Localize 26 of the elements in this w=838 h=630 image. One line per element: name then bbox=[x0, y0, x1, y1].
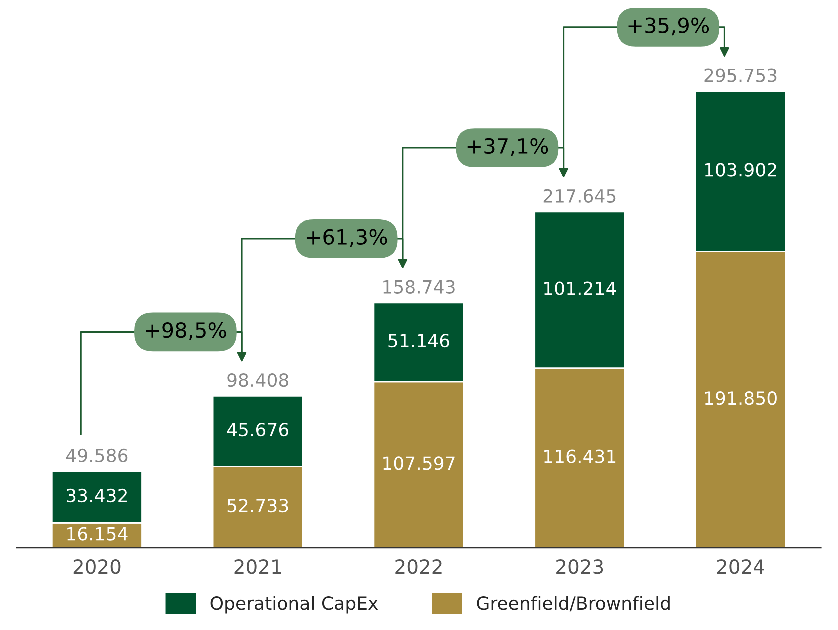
legend-label: Greenfield/Brownfield bbox=[477, 596, 670, 612]
total-label: 98.408 bbox=[228, 373, 288, 388]
x-tick-label: 2021 bbox=[234, 560, 282, 574]
x-tick-label: 2023 bbox=[556, 560, 604, 574]
total-label: 49.586 bbox=[66, 448, 128, 463]
annotation: +61,3% bbox=[306, 229, 388, 248]
legend-label: Operational CapEx bbox=[210, 596, 378, 614]
total-label: 295.753 bbox=[704, 68, 777, 82]
data-label: 52.733 bbox=[228, 498, 288, 513]
data-label: 101.214 bbox=[544, 282, 616, 296]
x-tick-label: 2024 bbox=[717, 560, 764, 574]
data-label: 45.676 bbox=[227, 422, 289, 437]
x-tick-label: 2022 bbox=[396, 560, 442, 574]
data-label: 103.902 bbox=[705, 163, 776, 177]
data-label: 51.146 bbox=[388, 334, 450, 348]
annotation: +37,1% bbox=[468, 138, 548, 156]
total-label: 158.743 bbox=[384, 280, 455, 294]
data-label: 116.431 bbox=[544, 450, 616, 464]
data-label: 33.432 bbox=[66, 488, 127, 503]
annotation: +98,5% bbox=[146, 322, 226, 340]
data-label: 16.154 bbox=[68, 527, 128, 541]
x-tick-label: 2020 bbox=[74, 560, 121, 574]
total-label: 217.645 bbox=[544, 189, 616, 203]
data-label: 191.850 bbox=[705, 392, 777, 406]
text: +35,9% bbox=[628, 18, 710, 36]
data-label: 107.597 bbox=[384, 456, 455, 470]
